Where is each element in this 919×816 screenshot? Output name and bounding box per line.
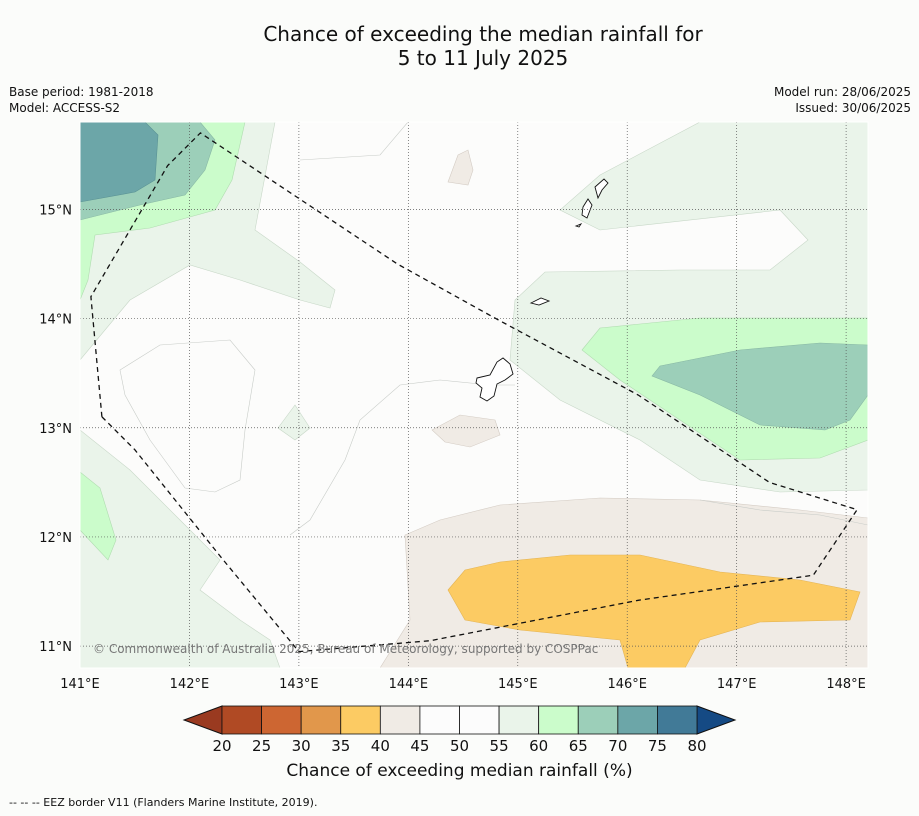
lat-tick-label: 12°N <box>39 531 72 546</box>
map-frame <box>79 121 869 669</box>
title-line-1: Chance of exceeding the median rainfall … <box>263 22 703 46</box>
issued-text: Issued: 30/06/2025 <box>795 101 911 115</box>
copyright-text: © Commonwealth of Australia 2025, Bureau… <box>93 642 598 656</box>
contour-70-75-northwest <box>80 122 159 203</box>
island-guam <box>475 357 514 402</box>
lat-tick-label: 13°N <box>39 422 72 437</box>
model-text: Model: ACCESS-S2 <box>9 101 121 115</box>
eez-footnote: -- -- -- EEZ border V11 (Flanders Marine… <box>9 796 318 809</box>
model-run-text: Model run: 28/06/2025 <box>773 85 911 99</box>
colorbar-swatch <box>340 705 381 735</box>
rainfall-map: © Commonwealth of Australia 2025, Bureau… <box>39 121 869 755</box>
chart-title: Chance of exceeding the median rainfall … <box>0 22 919 70</box>
eez-border <box>90 132 859 653</box>
contour-line-50d <box>699 499 868 526</box>
contour-40-45-north <box>447 149 474 186</box>
lon-tick-label: 147°E <box>717 677 757 692</box>
colorbar-swatch <box>498 705 540 735</box>
base-period-text: Base period: 1981-2018 <box>9 85 154 99</box>
island-rota <box>529 297 551 306</box>
contour-65-70-east <box>651 342 868 431</box>
colorbar-label: Chance of exceeding median rainfall (%) <box>286 761 633 781</box>
colorbar-ticks: 20 25 30 35 40 45 50 55 60 65 70 75 80 <box>212 737 706 755</box>
colorbar-tick-label: 20 <box>212 737 231 755</box>
lon-tick-label: 141°E <box>60 677 100 692</box>
island-saipan <box>594 178 609 200</box>
colorbar-tick-label: 55 <box>490 737 509 755</box>
colorbar <box>182 705 737 735</box>
colorbar-tick-label: 30 <box>292 737 311 755</box>
lon-tick-label: 146°E <box>607 677 647 692</box>
colorbar-swatch <box>300 705 342 735</box>
contour-40-45-island <box>431 414 501 448</box>
colorbar-swatch <box>419 705 460 735</box>
lat-tick-label: 11°N <box>39 640 72 655</box>
meta-right: Model run: 28/06/2025 Issued: 30/06/2025 <box>774 84 911 116</box>
colorbar-over-arrow <box>696 705 737 735</box>
colorbar-tick-label: 80 <box>687 737 706 755</box>
colorbar-swatch <box>657 705 698 735</box>
contour-55-60-southwest <box>80 429 281 668</box>
lon-tick-label: 143°E <box>279 677 319 692</box>
latitude-ticks: 15°N 14°N 13°N 12°N 11°N <box>39 203 72 655</box>
lon-tick-label: 148°E <box>826 677 866 692</box>
lon-tick-label: 145°E <box>498 677 538 692</box>
colorbar-tick-label: 35 <box>331 737 350 755</box>
colorbar-tick-label: 50 <box>450 737 469 755</box>
colorbar-swatch <box>577 705 619 735</box>
meta-left: Base period: 1981-2018 Model: ACCESS-S2 <box>9 84 154 116</box>
colorbar-tick-label: 40 <box>371 737 390 755</box>
colorbar-tick-label: 70 <box>608 737 627 755</box>
colorbar-under-arrow <box>182 705 223 735</box>
contour-layer <box>80 122 868 668</box>
colorbar-swatch <box>261 705 302 735</box>
lat-tick-label: 15°N <box>39 203 72 218</box>
islands <box>475 178 609 402</box>
lat-tick-label: 14°N <box>39 313 72 328</box>
colorbar-swatch <box>379 705 421 735</box>
contour-35-40-south <box>447 554 861 668</box>
contour-line-50b <box>299 122 409 161</box>
colorbar-swatch <box>221 705 262 735</box>
contour-60-65-southwest <box>80 471 117 561</box>
colorbar-swatch <box>459 705 500 735</box>
colorbar-tick-label: 75 <box>648 737 667 755</box>
contour-55-60-small <box>277 404 311 441</box>
longitude-ticks: 141°E 142°E 143°E 144°E 145°E 146°E 147°E 148°E <box>60 677 866 692</box>
island-tinian <box>581 198 593 219</box>
lon-tick-label: 142°E <box>170 677 210 692</box>
colorbar-swatch <box>617 705 658 735</box>
lon-tick-label: 144°E <box>389 677 429 692</box>
colorbar-tick-label: 25 <box>252 737 271 755</box>
colorbar-tick-label: 60 <box>529 737 548 755</box>
colorbar-tick-label: 45 <box>410 737 429 755</box>
colorbar-swatch <box>538 705 579 735</box>
colorbar-tick-label: 65 <box>569 737 588 755</box>
island-aguijan <box>574 223 583 228</box>
title-line-2: 5 to 11 July 2025 <box>397 46 569 70</box>
contour-line-50 <box>119 339 256 493</box>
